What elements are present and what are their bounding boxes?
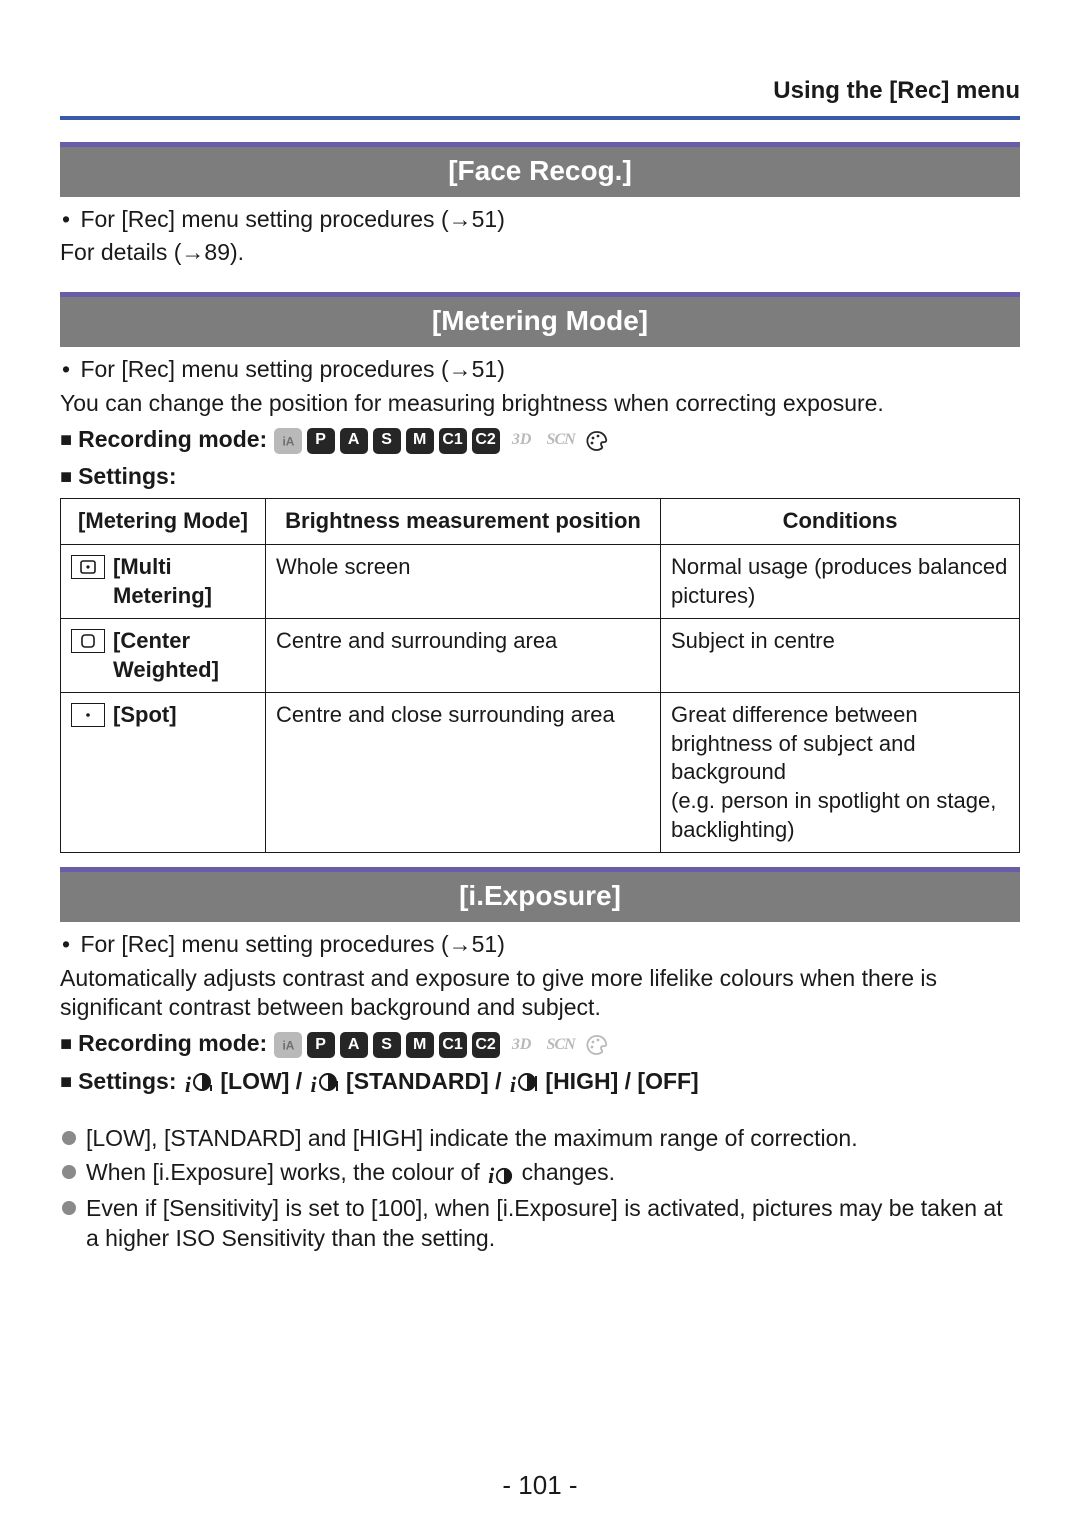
spot-icon	[71, 703, 105, 727]
text: For [Rec] menu setting procedures (→51)	[80, 931, 504, 957]
iexp-line2: Automatically adjusts contrast and expos…	[60, 964, 1020, 1024]
metering-line1: For [Rec] menu setting procedures (→51)	[60, 355, 1020, 385]
mode-ia-icon: iA	[274, 1032, 302, 1058]
section-title-face: [Face Recog.]	[448, 155, 632, 186]
iexp-settings-row: Settings: i [LOW] / i [STANDARD] / i [HI…	[60, 1067, 1020, 1100]
opt-off: [OFF]	[637, 1068, 698, 1094]
mode-a-icon: A	[340, 1032, 368, 1058]
mode-palette-icon	[583, 428, 611, 454]
header-title: Using the [Rec] menu	[773, 77, 1020, 104]
text: changes.	[522, 1159, 615, 1185]
svg-text:iA: iA	[282, 1039, 294, 1053]
table-row: [Center Weighted] Centre and surrounding…	[61, 619, 1020, 693]
mode-label: [Multi Metering]	[113, 553, 255, 610]
face-line1: For [Rec] menu setting procedures (→51)	[60, 205, 1020, 235]
note-item: Even if [Sensitivity] is set to [100], w…	[60, 1194, 1020, 1254]
table-header-mode: [Metering Mode]	[61, 499, 266, 545]
section-band-face: [Face Recog.]	[60, 142, 1020, 196]
settings-label: Settings:	[60, 463, 176, 489]
mode-s-icon: S	[373, 1032, 401, 1058]
text: For [Rec] menu setting procedures (→51)	[80, 206, 504, 232]
iexposure-low-icon: i	[185, 1071, 212, 1100]
table-header-cond: Conditions	[661, 499, 1020, 545]
opt-std: [STANDARD]	[346, 1068, 489, 1094]
mode-icons-row: iA P A S M C1 C2 3D SCN	[274, 1032, 611, 1058]
mode-scn-icon: SCN	[544, 428, 578, 454]
mode-c2-icon: C2	[472, 428, 500, 454]
page-number: - 101 -	[0, 1469, 1080, 1503]
table-row: [Multi Metering] Whole screen Normal usa…	[61, 544, 1020, 618]
svg-text:iA: iA	[282, 434, 294, 448]
mode-s-icon: S	[373, 428, 401, 454]
cond-cell: Great difference between brightness of s…	[661, 693, 1020, 853]
section-band-iexposure: [i.Exposure]	[60, 867, 1020, 921]
cond-cell: Normal usage (produces balanced pictures…	[661, 544, 1020, 618]
opt-high: [HIGH]	[545, 1068, 618, 1094]
note-item: When [i.Exposure] works, the colour of i…	[60, 1158, 1020, 1191]
text: When [i.Exposure] works, the colour of	[86, 1159, 486, 1185]
mode-a-icon: A	[340, 428, 368, 454]
mode-p-icon: P	[307, 1032, 335, 1058]
iexposure-high-icon: i	[510, 1071, 537, 1100]
mode-p-icon: P	[307, 428, 335, 454]
mode-c2-icon: C2	[472, 1032, 500, 1058]
mode-palette-icon	[583, 1032, 611, 1058]
cond-cell: Subject in centre	[661, 619, 1020, 693]
pos-cell: Centre and surrounding area	[266, 619, 661, 693]
iexp-line1: For [Rec] menu setting procedures (→51)	[60, 930, 1020, 960]
iexp-notes: [LOW], [STANDARD] and [HIGH] indicate th…	[60, 1124, 1020, 1254]
mode-label: [Spot]	[113, 701, 177, 730]
metering-table: [Metering Mode] Brightness measurement p…	[60, 498, 1020, 853]
mode-m-icon: M	[406, 1032, 434, 1058]
mode-m-icon: M	[406, 428, 434, 454]
table-row: [Spot] Centre and close surrounding area…	[61, 693, 1020, 853]
text: For [Rec] menu setting procedures (→51)	[80, 356, 504, 382]
mode-icons-row: iA P A S M C1 C2 3D SCN	[274, 428, 611, 454]
table-header-pos: Brightness measurement position	[266, 499, 661, 545]
mode-3d-icon: 3D	[505, 428, 539, 454]
iexp-recmode-row: Recording mode: iA P A S M C1 C2 3D SCN	[60, 1029, 1020, 1059]
pos-cell: Centre and close surrounding area	[266, 693, 661, 853]
multi-metering-icon	[71, 555, 105, 579]
section-title-iexposure: [i.Exposure]	[459, 880, 621, 911]
mode-3d-icon: 3D	[505, 1032, 539, 1058]
mode-scn-icon: SCN	[544, 1032, 578, 1058]
settings-label: Settings:	[60, 1068, 176, 1094]
pos-cell: Whole screen	[266, 544, 661, 618]
note-item: [LOW], [STANDARD] and [HIGH] indicate th…	[60, 1124, 1020, 1154]
section-title-metering: [Metering Mode]	[432, 305, 648, 336]
metering-recmode-row: Recording mode: iA P A S M C1 C2 3D SCN	[60, 425, 1020, 455]
iexposure-std-icon: i	[311, 1071, 338, 1100]
mode-c1-icon: C1	[439, 428, 467, 454]
mode-c1-icon: C1	[439, 1032, 467, 1058]
center-weighted-icon	[71, 629, 105, 653]
recording-mode-label: Recording mode:	[60, 426, 267, 452]
mode-ia-icon: iA	[274, 428, 302, 454]
page-header: Using the [Rec] menu	[60, 75, 1020, 120]
recording-mode-label: Recording mode:	[60, 1030, 267, 1056]
iexposure-inline-icon: i	[488, 1162, 513, 1191]
mode-label: [Center Weighted]	[113, 627, 255, 684]
opt-low: [LOW]	[220, 1068, 289, 1094]
face-line2: For details (→89).	[60, 238, 1020, 268]
section-band-metering: [Metering Mode]	[60, 292, 1020, 346]
metering-settings-label-row: Settings:	[60, 462, 1020, 492]
metering-line2: You can change the position for measurin…	[60, 389, 1020, 419]
